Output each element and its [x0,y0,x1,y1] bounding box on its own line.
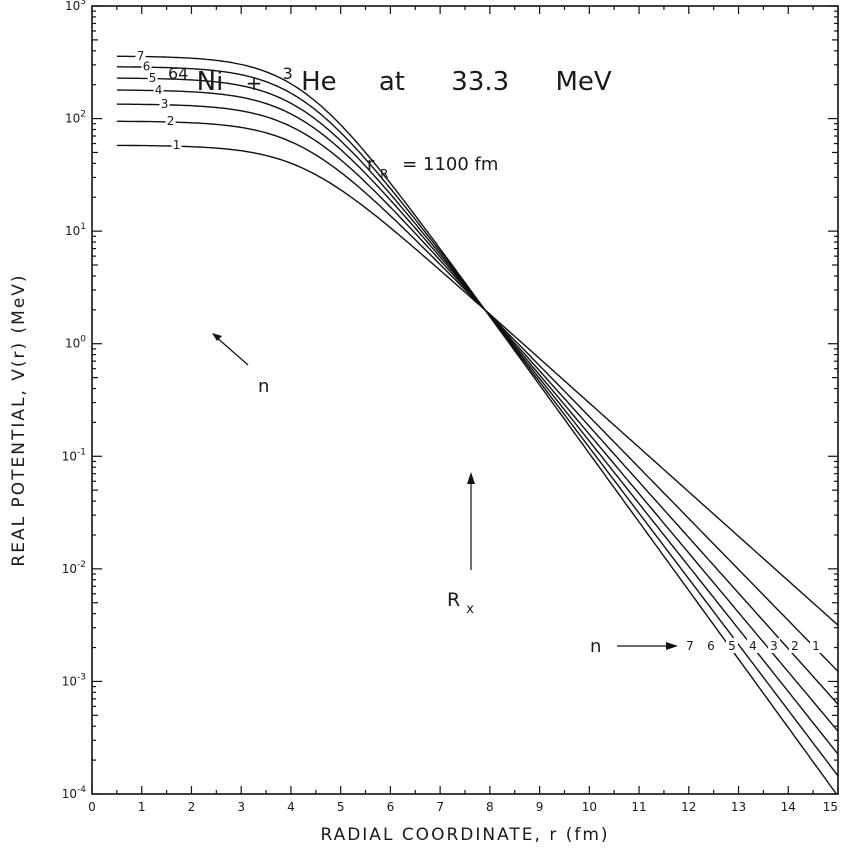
series-right-label-2: 2 [791,639,799,653]
x-tick-label-15: 15 [823,800,838,814]
series-right-label-bg [726,638,738,653]
series-left-label-2: 2 [167,114,175,128]
x-axis-ticks: 0 1 2 3 4 5 6 7 8 9 10 11 12 13 14 15 [88,6,839,814]
series-left-label-bg [147,71,158,84]
x-tick-label-1: 1 [138,800,146,814]
y-tick-label--4: 10-4 [62,785,87,801]
rx-label: R x [447,589,474,617]
series-left-label-bg [165,115,176,128]
title-unit: MeV [555,67,611,97]
series-right-label-5: 5 [728,639,736,653]
n-left-annotation: n [212,333,269,397]
series-left-label-4: 4 [155,83,163,97]
x-tick-label-13: 13 [731,800,746,814]
series-left-label-3: 3 [161,97,169,111]
n-left-arrow-shaft [214,335,249,366]
x-tick-label-12: 12 [681,800,696,814]
series-right-label-7: 7 [686,639,694,653]
series-right-label-6: 6 [707,639,715,653]
series-right-label-bg [705,638,717,653]
series-left-label-bg [141,60,152,73]
y-tick-label--1: 10-1 [62,447,86,463]
x-tick-label-14: 14 [781,800,796,814]
title-mass-2: 3 [283,64,293,83]
series-left-label-7: 7 [137,49,145,63]
x-axis-title: RADIAL COORDINATE, r (fm) [320,825,609,845]
y-tick-label-3: 103 [65,0,86,13]
n-right-annotation: n [590,636,678,657]
rx-sub: x [466,602,474,617]
x-tick-label-5: 5 [337,800,345,814]
x-tick-label-7: 7 [436,800,444,814]
chart-title: 64 Ni + 3 He at 33.3 MeV [168,56,612,97]
series-right-label-4: 4 [749,639,757,653]
series-left-label-bg [159,97,170,110]
n-left-label: n [258,376,269,397]
y-tick-label-1: 101 [65,222,86,238]
series-left-label-1: 1 [173,138,181,152]
x-tick-label-11: 11 [631,800,646,814]
title-at: at [379,67,405,97]
series-left-label-bg [171,139,182,152]
rx-arrow-head [467,472,475,484]
x-tick-label-0: 0 [88,800,96,814]
series-right-label-bg [789,638,801,653]
n-right-label: n [590,636,601,657]
x-tick-label-6: 6 [387,800,395,814]
y-tick-label-0: 100 [65,335,86,351]
chart-subtitle: r R = 1100 fm [367,154,498,183]
x-tick-label-8: 8 [486,800,494,814]
x-tick-label-9: 9 [536,800,544,814]
y-tick-label--3: 10-3 [62,672,86,688]
series-curves [116,55,839,795]
title-mass-1: 64 [168,64,188,83]
n-left-arrow-head [212,333,222,341]
plot-frame [91,5,839,795]
x-tick-label-3: 3 [237,800,245,814]
series-curve-3 [116,103,839,705]
subtitle-symbol: r [367,154,375,175]
series-left-label-bg [135,49,146,62]
x-tick-label-10: 10 [582,800,597,814]
series-curve-2 [116,120,839,672]
title-plus: + [246,71,263,95]
series-left-label-bg [153,83,164,96]
y-axis-title: REAL POTENTIAL, V(r) (MeV) [9,273,29,566]
x-tick-label-2: 2 [188,800,196,814]
series-curve-4 [116,89,839,732]
subtitle-sub: R [380,167,388,181]
series-left-label-6: 6 [143,60,151,74]
series-right-label-bg [810,638,822,653]
title-nucleus-1: Ni [197,67,224,97]
series-right-label-bg [684,638,696,653]
series-curve-7 [116,55,837,795]
y-tick-label-2: 102 [65,110,86,126]
series-right-label-bg [768,638,780,653]
series-curve-1 [116,144,839,626]
series-right-label-1: 1 [812,639,820,653]
rx-annotation: R x [447,472,475,617]
title-nucleus-2: He [301,67,337,97]
x-tick-label-4: 4 [287,800,295,814]
n-right-arrow-head [666,642,678,650]
series-left-label-5: 5 [149,71,157,85]
series-right-label-bg [747,638,759,653]
title-energy: 33.3 [451,67,509,97]
rx-symbol: R [447,589,460,611]
subtitle-text: = 1100 fm [402,154,498,175]
y-tick-label--2: 10-2 [62,560,86,576]
y-axis-ticks: 10-4 10-3 10-2 10-1 100 101 102 103 [62,0,838,801]
series-right-label-3: 3 [770,639,778,653]
